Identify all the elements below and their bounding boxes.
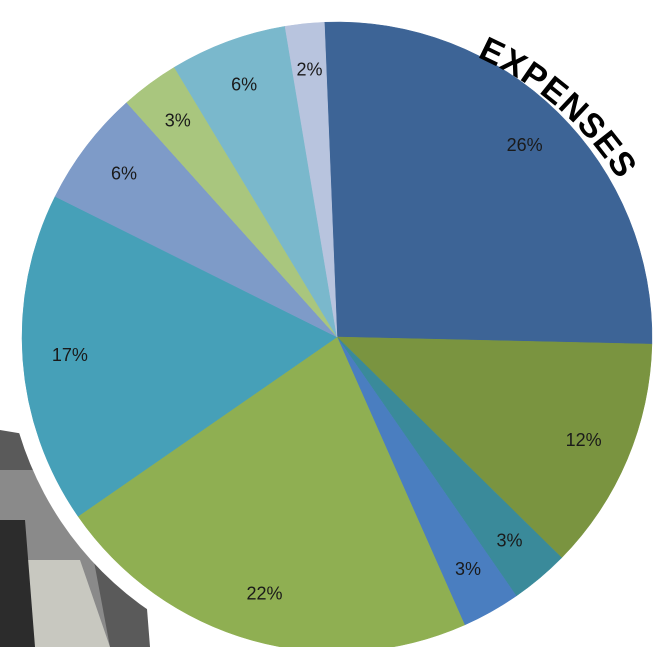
data-label: 26% [507, 135, 543, 155]
pie-slice [21, 196, 338, 517]
labels: 26% 12% 3% 3% 22% 17% 6% 3% 6% 2% [52, 59, 602, 603]
pie-slice [336, 336, 653, 559]
data-label: 22% [247, 584, 283, 604]
pie-slice [54, 102, 338, 338]
pie-slice [284, 21, 338, 338]
data-label: 6% [111, 163, 137, 183]
data-label: 3% [165, 111, 191, 131]
pie-slice [173, 26, 338, 338]
data-label: 6% [231, 75, 257, 95]
data-label: 2% [296, 59, 322, 79]
pie-slice [324, 21, 653, 345]
data-label: 3% [496, 531, 522, 551]
data-label: 17% [52, 345, 88, 365]
pie-slice [77, 336, 465, 647]
data-label: 3% [455, 559, 481, 579]
slices [21, 21, 653, 647]
data-label: 12% [566, 430, 602, 450]
